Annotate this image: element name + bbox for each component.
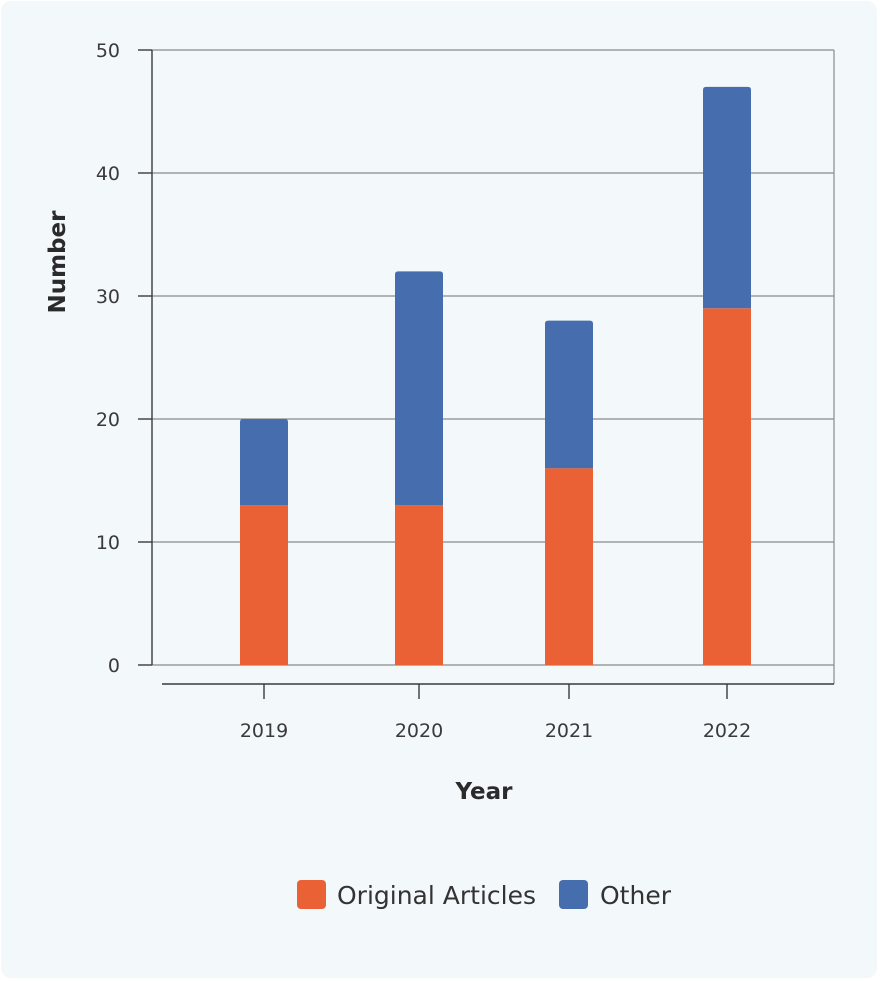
x-tick-label: 2021 [545,720,593,742]
x-axis-title: Year [454,779,513,805]
y-axis-title: Number [45,210,71,314]
legend-label: Other [600,881,672,910]
y-tick-label: 0 [108,655,120,677]
bar-other-2019 [240,419,288,506]
x-tick-label: 2022 [703,720,751,742]
y-tick-label: 20 [96,409,120,431]
legend: Original Articles Other [297,880,672,910]
bar-original-articles-2020 [395,505,443,665]
legend-label: Original Articles [337,881,536,910]
y-tick-label: 10 [96,532,120,554]
bar-original-articles-2022 [703,308,751,665]
y-tick-label: 40 [96,163,120,185]
bar-other-2020 [395,271,443,506]
plot-frame [151,50,835,684]
x-tick-label: 2019 [240,720,288,742]
y-tick-label: 50 [96,40,120,62]
bar-original-articles-2021 [545,468,593,665]
bar-original-articles-2019 [240,505,288,665]
x-axis: 2019 2020 2021 2022 [162,683,834,742]
legend-swatch [559,880,588,909]
bar-other-2021 [545,320,593,469]
bar-other-2022 [703,86,751,309]
legend-swatch [297,880,326,909]
y-tick-label: 30 [96,286,120,308]
y-axis-ticks: 0 10 20 30 40 50 [96,40,152,677]
x-tick-label: 2020 [395,720,443,742]
bars [240,86,751,665]
